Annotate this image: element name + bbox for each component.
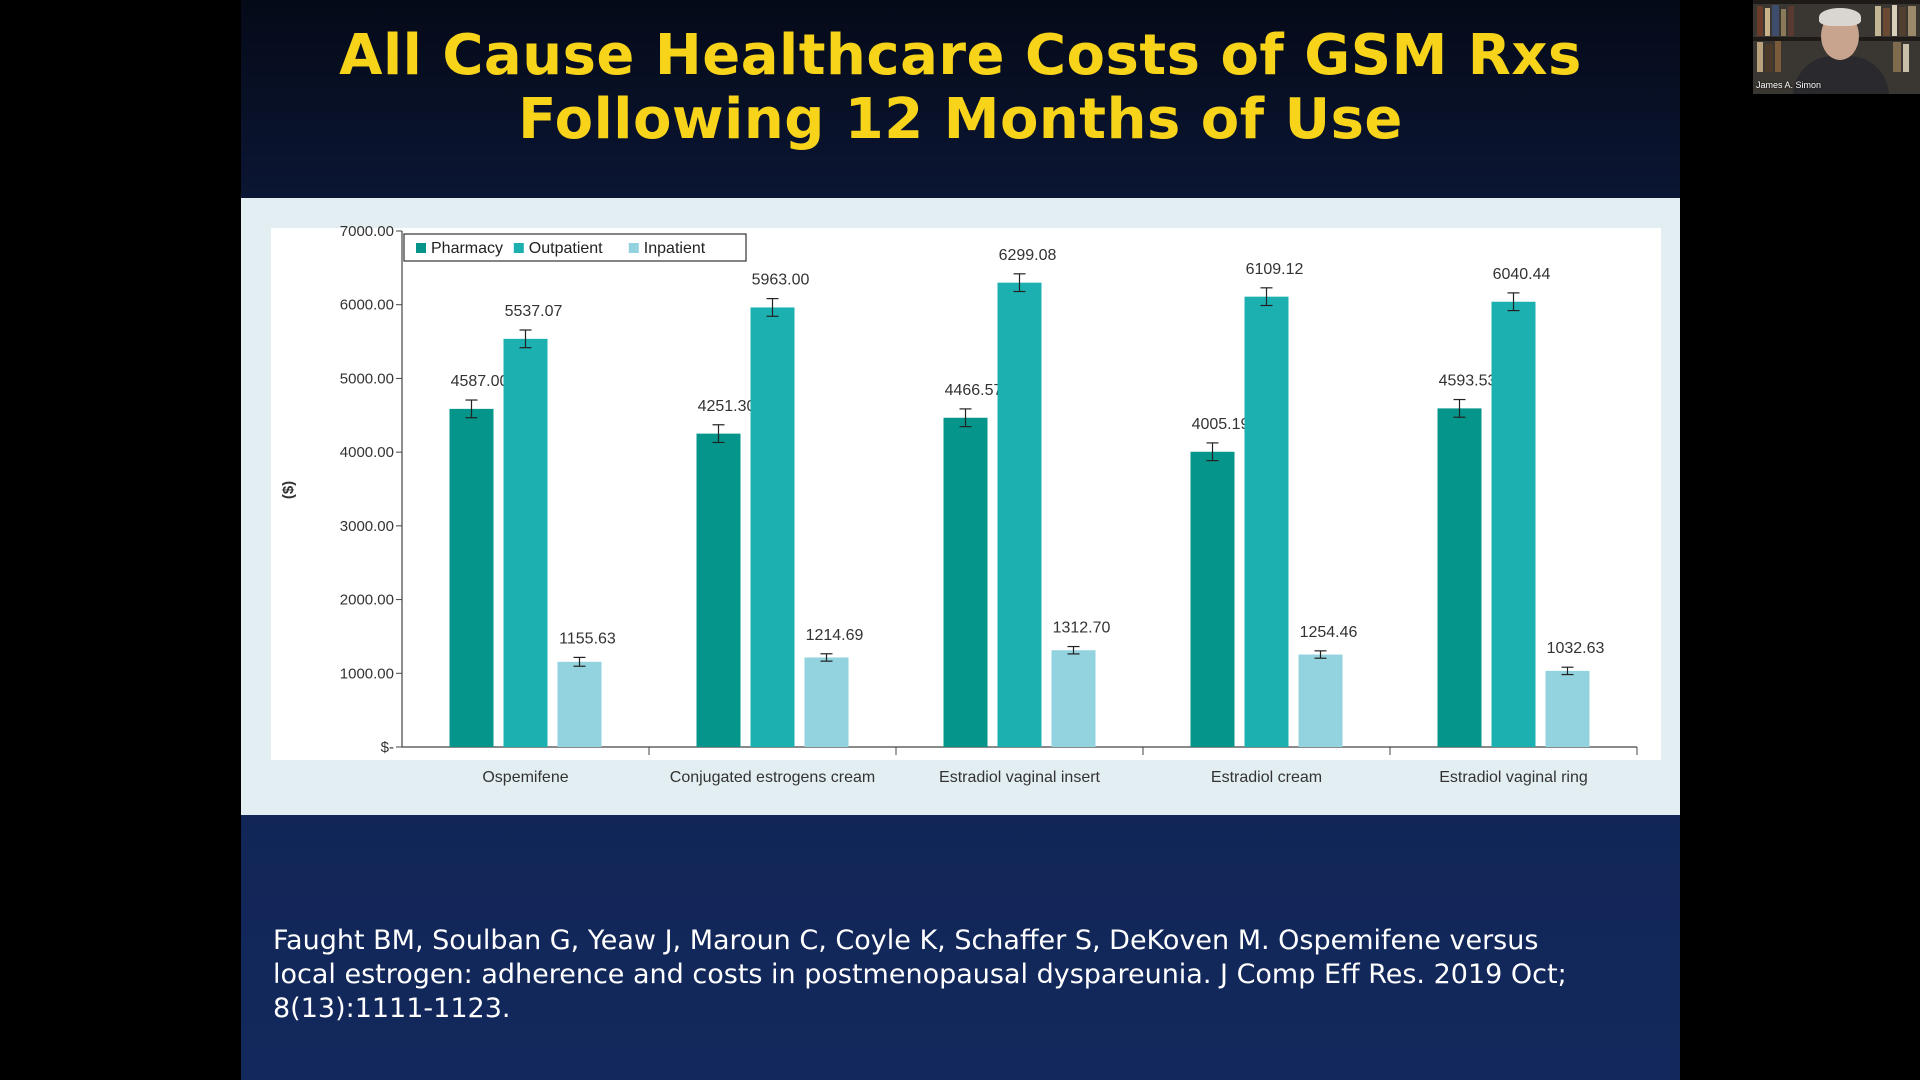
data-label: 4251.30 bbox=[698, 398, 756, 415]
legend-swatch bbox=[628, 243, 639, 253]
data-label: 4005.19 bbox=[1192, 416, 1250, 433]
data-label: 5963.00 bbox=[752, 272, 810, 289]
bar bbox=[449, 408, 494, 747]
x-tick-label: Estradiol vaginal insert bbox=[939, 769, 1101, 786]
y-tick-label: 3000.00 bbox=[340, 518, 394, 535]
bar bbox=[804, 657, 849, 747]
data-label: 5537.07 bbox=[505, 303, 563, 320]
y-tick-label: 4000.00 bbox=[340, 444, 394, 461]
bar bbox=[1190, 451, 1235, 747]
data-label: 1254.46 bbox=[1300, 624, 1358, 641]
legend-label: Pharmacy bbox=[431, 240, 503, 257]
data-label: 1032.63 bbox=[1547, 640, 1605, 657]
person-hair bbox=[1819, 8, 1861, 26]
citation-line-3: 8(13):1111-1123. bbox=[273, 993, 511, 1024]
bar bbox=[1051, 650, 1096, 747]
bookshelf bbox=[1753, 0, 1920, 4]
data-label: 1312.70 bbox=[1053, 620, 1111, 637]
legend bbox=[403, 233, 747, 262]
data-label: 1155.63 bbox=[559, 630, 616, 647]
y-tick-label: 5000.00 bbox=[340, 370, 394, 387]
y-axis-label: ($) bbox=[280, 481, 297, 499]
data-label: 4466.57 bbox=[945, 382, 1003, 399]
slide: All Cause Healthcare Costs of GSM Rxs Fo… bbox=[241, 0, 1680, 1080]
data-label: 6109.12 bbox=[1246, 261, 1304, 278]
bar bbox=[750, 307, 795, 747]
legend-swatch bbox=[513, 243, 524, 253]
y-tick-label: 7000.00 bbox=[340, 223, 394, 240]
bar bbox=[557, 661, 602, 747]
citation-line-1: Faught BM, Soulban G, Yeaw J, Maroun C, … bbox=[273, 925, 1539, 956]
x-tick-label: Conjugated estrogens cream bbox=[670, 769, 875, 786]
x-tick-label: Estradiol cream bbox=[1211, 769, 1322, 786]
data-label: 4587.00 bbox=[451, 373, 509, 390]
legend-swatch bbox=[416, 243, 426, 253]
citation-line-2: local estrogen: adherence and costs in p… bbox=[273, 959, 1567, 990]
legend-label: Inpatient bbox=[644, 240, 706, 257]
bar bbox=[1491, 301, 1536, 747]
slide-title: All Cause Healthcare Costs of GSM Rxs Fo… bbox=[241, 24, 1680, 152]
bar bbox=[1298, 654, 1343, 747]
webcam-thumbnail[interactable]: James A. Simon bbox=[1753, 0, 1920, 94]
bar bbox=[696, 433, 741, 747]
bar bbox=[943, 417, 988, 747]
bar bbox=[1437, 408, 1482, 747]
bar bbox=[997, 282, 1042, 747]
x-tick-label: Ospemifene bbox=[482, 769, 568, 786]
bar bbox=[1244, 296, 1289, 747]
slide-title-line-2: Following 12 Months of Use bbox=[518, 87, 1403, 152]
bar-chart: $- 1000.00 2000.00 3000.00 4000.00 5000.00 600… bbox=[271, 223, 1661, 786]
y-tick-label: 6000.00 bbox=[340, 297, 394, 314]
y-tick-label: $- bbox=[381, 739, 394, 756]
citation: Faught BM, Soulban G, Yeaw J, Maroun C, … bbox=[273, 924, 1663, 1026]
slide-title-line-1: All Cause Healthcare Costs of GSM Rxs bbox=[339, 23, 1582, 88]
data-label: 6040.44 bbox=[1493, 266, 1551, 283]
data-label: 1214.69 bbox=[806, 627, 864, 644]
y-tick-label: 2000.00 bbox=[340, 592, 394, 609]
data-label: 4593.53 bbox=[1439, 373, 1497, 390]
bar bbox=[503, 338, 548, 747]
webcam-participant-name: James A. Simon bbox=[1756, 80, 1822, 90]
y-tick-label: 1000.00 bbox=[340, 665, 394, 682]
legend-label: Outpatient bbox=[529, 240, 603, 257]
chart-panel: $- 1000.00 2000.00 3000.00 4000.00 5000.00 600… bbox=[241, 198, 1680, 815]
x-tick-label: Estradiol vaginal ring bbox=[1439, 769, 1588, 786]
data-label: 6299.08 bbox=[999, 247, 1057, 264]
bar bbox=[1545, 670, 1590, 747]
